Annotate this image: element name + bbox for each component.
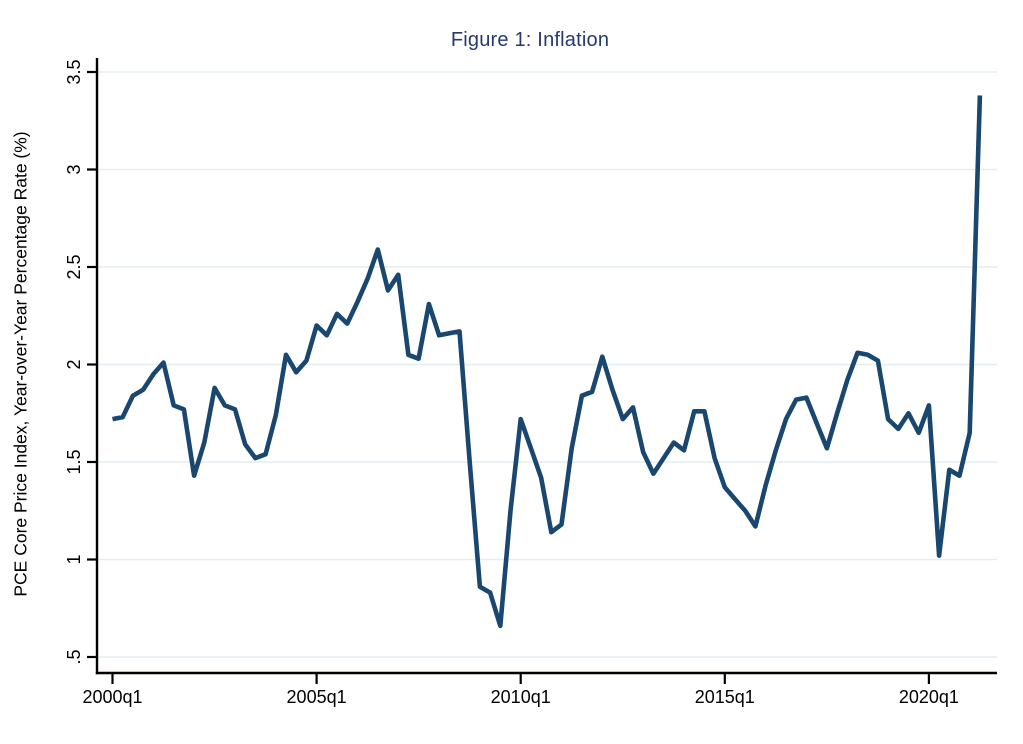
y-tick-label: 1.5 (64, 449, 84, 474)
y-tick-label: 2 (64, 359, 84, 369)
inflation-series-line (112, 95, 983, 629)
y-axis-title: PCE Core Price Index, Year-over-Year Per… (10, 131, 31, 597)
x-tick-label: 2005q1 (287, 687, 347, 707)
y-tick-label: 1 (64, 554, 84, 564)
y-tick-label: 2.5 (64, 254, 84, 279)
chart-title: Figure 1: Inflation (450, 29, 610, 51)
x-tick-label: 2000q1 (82, 687, 142, 707)
y-tick-label: 3 (64, 164, 84, 174)
x-tick-label: 2015q1 (695, 687, 755, 707)
x-tick-label: 2010q1 (491, 687, 551, 707)
y-tick-label: 3.5 (64, 59, 84, 84)
y-tick-label: .5 (64, 649, 84, 664)
x-tick-label: 2020q1 (899, 687, 959, 707)
